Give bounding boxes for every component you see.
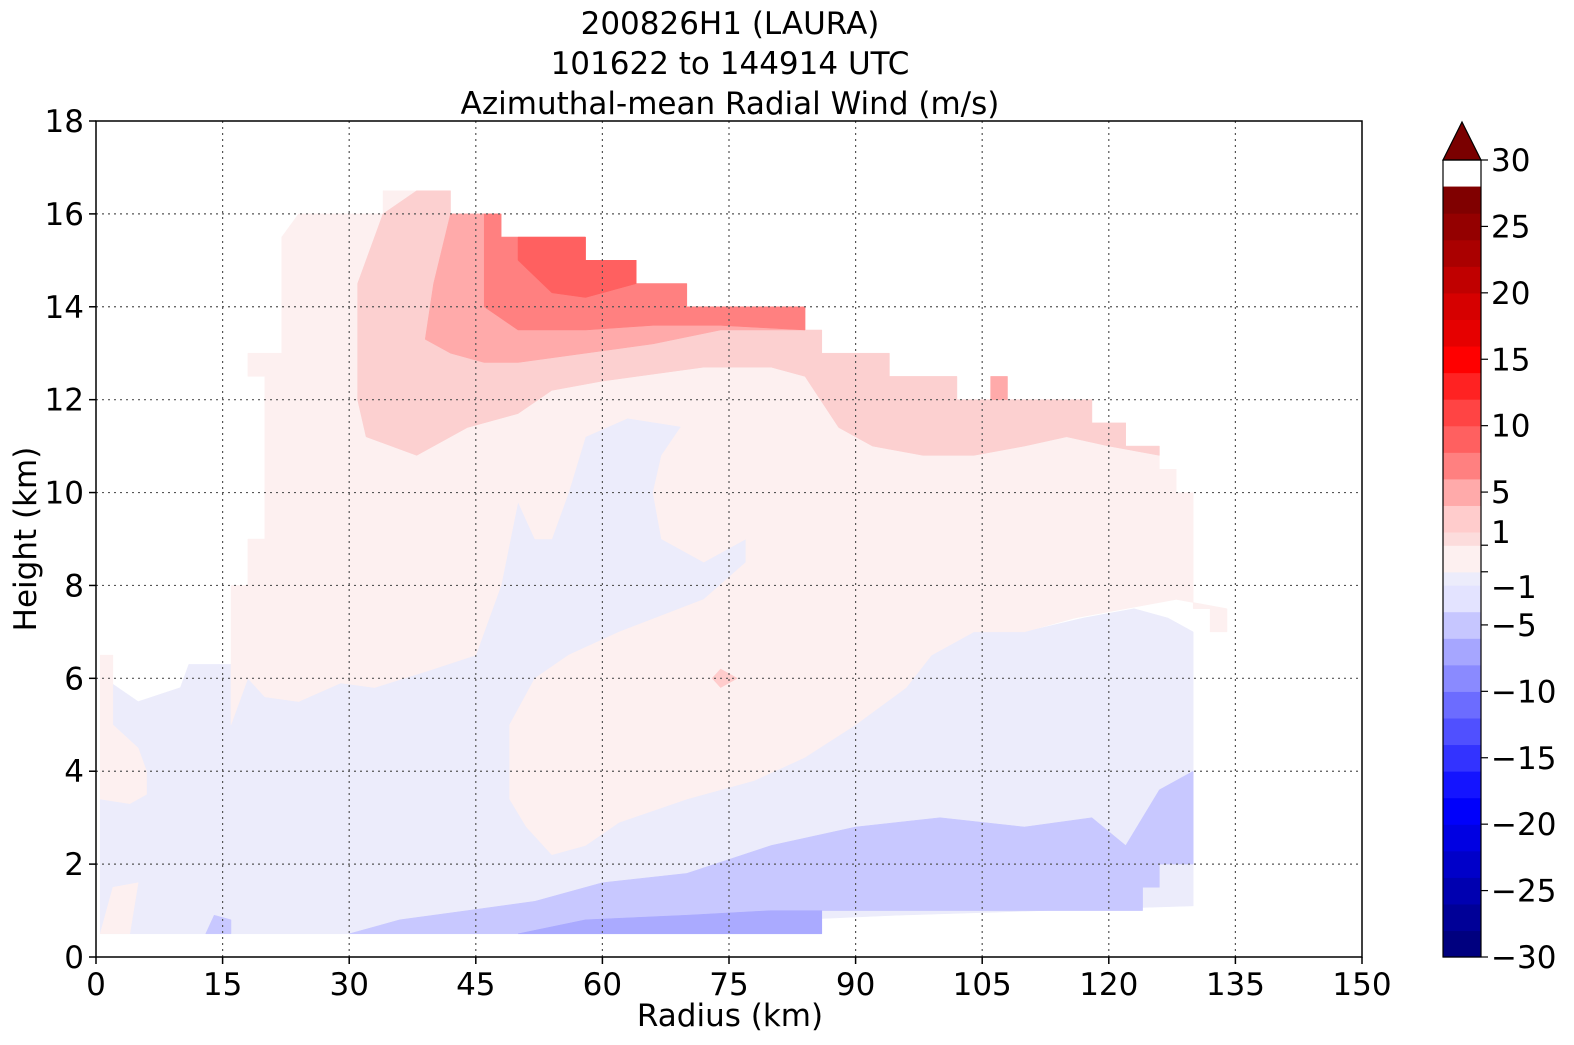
chart-title: 200826H1 (LAURA) 101622 to 144914 UTC Az… bbox=[461, 6, 1000, 122]
y-tick-label: 8 bbox=[64, 568, 84, 604]
x-axis-label: Radius (km) bbox=[637, 998, 823, 1034]
contour-region-12 bbox=[711, 668, 738, 688]
colorbar-frame bbox=[1442, 159, 1482, 958]
y-tick-label: 12 bbox=[45, 383, 84, 419]
colorbar-tick-label: 5 bbox=[1491, 475, 1511, 511]
colorbar-tick-label: 15 bbox=[1491, 342, 1530, 378]
x-tick-label: 0 bbox=[86, 967, 106, 1003]
colorbar-band bbox=[1443, 505, 1481, 533]
colorbar-tick-label: 1 bbox=[1491, 515, 1511, 551]
contour-region-4 bbox=[990, 376, 1008, 400]
colorbar-tick-label: 10 bbox=[1491, 409, 1530, 445]
y-tick-label: 16 bbox=[45, 197, 84, 233]
x-tick-label: 75 bbox=[709, 967, 748, 1003]
colorbar-band bbox=[1443, 664, 1481, 692]
y-tick-label: 6 bbox=[64, 661, 84, 697]
colorbar-band bbox=[1443, 292, 1481, 320]
colorbar-band bbox=[1443, 319, 1481, 347]
contour-region-10 bbox=[517, 910, 823, 935]
colorbar-band bbox=[1443, 531, 1481, 546]
colorbar-tick-label: 30 bbox=[1491, 143, 1530, 179]
colorbar-band bbox=[1443, 239, 1481, 267]
x-tick-label: 15 bbox=[203, 967, 242, 1003]
colorbar-band bbox=[1443, 345, 1481, 374]
x-tick-label: 120 bbox=[1079, 967, 1138, 1003]
colorbar-band bbox=[1443, 213, 1481, 241]
colorbar: 30 25 20 15 10 5 1 −1−5 −10 −15 −20 −25 −30 bbox=[1442, 120, 1556, 976]
contour-region-6 bbox=[517, 236, 637, 298]
contour-region-7 bbox=[99, 654, 147, 804]
colorbar-band bbox=[1443, 717, 1481, 746]
colorbar-band bbox=[1443, 478, 1481, 506]
title-line-1: 200826H1 (LAURA) bbox=[581, 6, 880, 42]
colorbar-band bbox=[1443, 903, 1481, 932]
colorbar-tick-label: −5 bbox=[1491, 608, 1537, 644]
colorbar-band bbox=[1443, 545, 1481, 573]
x-tick-label: 135 bbox=[1206, 967, 1265, 1003]
x-axis: 0 15 30 45 60 75 90 105 120 135 150 bbox=[86, 957, 1392, 1003]
colorbar-tick-label: 20 bbox=[1491, 276, 1530, 312]
colorbar-band bbox=[1443, 425, 1481, 453]
y-tick-label: 10 bbox=[45, 476, 84, 512]
y-tick-label: 2 bbox=[64, 847, 84, 883]
x-tick-label: 45 bbox=[456, 967, 495, 1003]
colorbar-band bbox=[1443, 452, 1481, 480]
colorbar-band bbox=[1443, 638, 1481, 666]
colorbar-tick-label: −1 bbox=[1491, 570, 1537, 606]
colorbar-tick-label: −20 bbox=[1491, 807, 1556, 843]
title-line-3: Azimuthal-mean Radial Wind (m/s) bbox=[461, 86, 1000, 122]
colorbar-extend-max bbox=[1442, 120, 1482, 161]
y-axis: 0 2 4 6 8 10 12 14 16 18 bbox=[45, 104, 96, 976]
colorbar-band bbox=[1443, 691, 1481, 719]
colorbar-band bbox=[1443, 877, 1481, 905]
colorbar-band bbox=[1443, 824, 1481, 852]
contour-region-9 bbox=[349, 770, 1194, 935]
colorbar-band bbox=[1443, 571, 1481, 586]
colorbar-band bbox=[1443, 797, 1481, 825]
colorbar-tick-label: 25 bbox=[1491, 209, 1530, 245]
colorbar-tick-label: −25 bbox=[1491, 874, 1556, 910]
colorbar-band bbox=[1443, 850, 1481, 878]
y-tick-label: 0 bbox=[64, 940, 84, 976]
colorbar-band bbox=[1443, 611, 1481, 639]
colorbar-band bbox=[1443, 771, 1481, 799]
colorbar-tick-label: −10 bbox=[1491, 674, 1556, 710]
colorbar-band bbox=[1443, 399, 1481, 427]
y-tick-label: 14 bbox=[45, 290, 84, 326]
colorbar-band bbox=[1443, 585, 1481, 613]
y-axis-label: Height (km) bbox=[8, 447, 44, 632]
x-tick-label: 30 bbox=[329, 967, 368, 1003]
colorbar-band bbox=[1443, 930, 1481, 958]
y-tick-label: 18 bbox=[45, 104, 84, 140]
contour-fills bbox=[99, 190, 1228, 935]
contour-region-11 bbox=[205, 914, 232, 935]
grid-lines bbox=[96, 121, 1362, 957]
x-tick-label: 90 bbox=[836, 967, 875, 1003]
y-tick-label: 4 bbox=[64, 754, 84, 790]
colorbar-band bbox=[1443, 744, 1481, 772]
colorbar-band bbox=[1443, 372, 1481, 400]
colorbar-band bbox=[1443, 186, 1481, 214]
x-tick-label: 150 bbox=[1332, 967, 1391, 1003]
x-tick-label: 60 bbox=[583, 967, 622, 1003]
colorbar-band bbox=[1443, 266, 1481, 294]
x-tick-label: 105 bbox=[953, 967, 1012, 1003]
title-line-2: 101622 to 144914 UTC bbox=[551, 46, 910, 82]
colorbar-tick-label: −30 bbox=[1491, 940, 1556, 976]
contour-region-8 bbox=[99, 882, 139, 935]
colorbar-tick-label: −15 bbox=[1491, 741, 1556, 777]
